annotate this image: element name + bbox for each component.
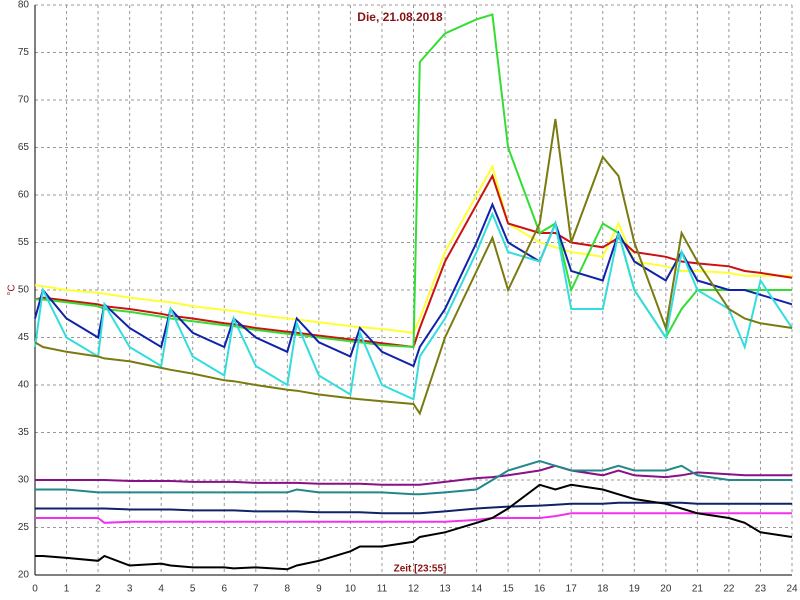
series-line: [34, 211, 793, 401]
x-tick-label: 21: [692, 584, 704, 595]
x-tick-label: 1: [64, 584, 70, 595]
chart-title: Die, 21.08.2018: [357, 10, 443, 24]
y-tick-label: 35: [18, 427, 30, 438]
x-tick-label: 23: [755, 584, 767, 595]
series-line: [35, 483, 793, 571]
x-tick-label: 13: [439, 584, 451, 595]
x-tick-label: 10: [345, 584, 357, 595]
x-tick-label: 2: [95, 584, 101, 595]
x-tick-label: 7: [253, 584, 259, 595]
y-tick-label: 25: [18, 522, 30, 533]
y-tick-label: 50: [18, 285, 30, 296]
x-tick-label: 19: [629, 584, 641, 595]
x-tick-label: 0: [32, 584, 38, 595]
x-tick-label: 24: [786, 584, 798, 595]
y-tick-label: 65: [18, 142, 30, 153]
y-tick-label: 55: [18, 237, 30, 248]
series-line: [34, 118, 793, 416]
x-tick-label: 11: [377, 584, 388, 595]
x-tick-label: 15: [503, 584, 515, 595]
y-tick-label: 60: [18, 190, 30, 201]
y-tick-label: 40: [18, 380, 30, 391]
series-line: [35, 459, 792, 496]
y-tick-label: 30: [18, 475, 30, 486]
x-tick-label: 14: [471, 584, 483, 595]
x-tick-label: 12: [408, 584, 420, 595]
x-tick-label: 5: [190, 584, 196, 595]
x-tick-label: 20: [660, 584, 672, 595]
x-tick-label: 6: [221, 584, 227, 595]
x-tick-label: 9: [316, 584, 322, 595]
y-axis-label: °C: [7, 284, 18, 295]
x-tick-label: 17: [566, 584, 578, 595]
series-line: [35, 464, 792, 486]
series-line: [34, 201, 793, 368]
x-tick-label: 3: [127, 584, 133, 595]
y-tick-label: 80: [18, 0, 30, 11]
x-tick-label: 22: [723, 584, 735, 595]
x-tick-label: 8: [285, 584, 291, 595]
y-tick-label: 20: [18, 570, 30, 581]
y-tick-label: 45: [18, 332, 30, 343]
series-line: [35, 512, 792, 524]
x-tick-label: 4: [158, 584, 164, 595]
x-tick-label: 18: [597, 584, 609, 595]
x-axis-label: Zeit [23:55]: [394, 564, 447, 575]
y-tick-label: 70: [18, 95, 30, 106]
x-tick-label: 16: [534, 584, 546, 595]
y-tick-label: 75: [18, 47, 30, 58]
